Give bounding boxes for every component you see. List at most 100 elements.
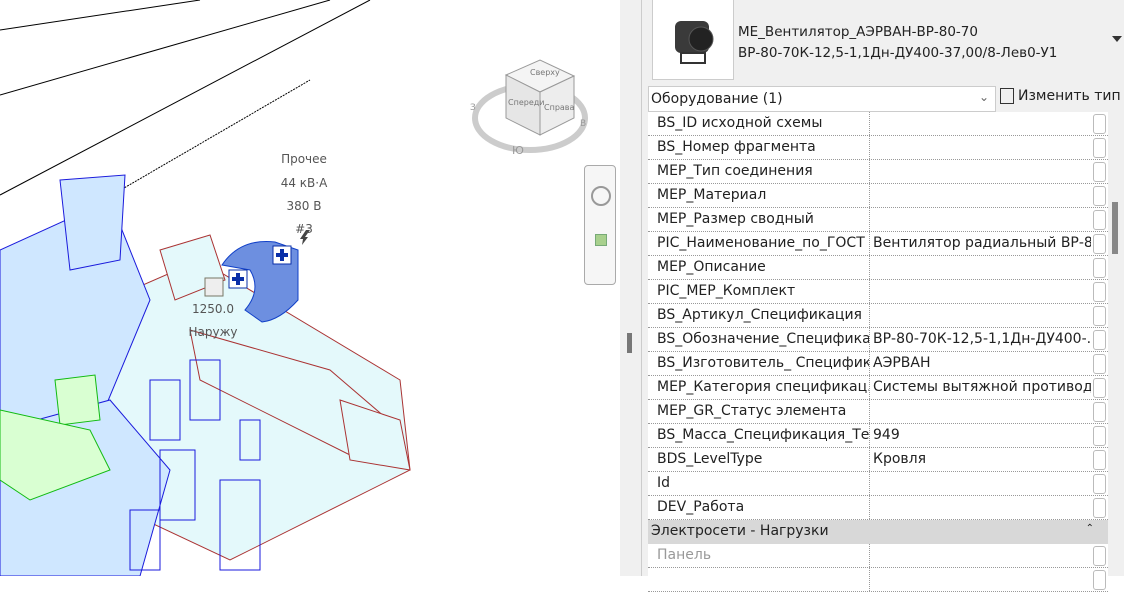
view-cube[interactable]: Сверху Спереди Справа Ю З В: [468, 50, 598, 160]
load-tag-voltage: 380 В: [286, 199, 322, 213]
property-row[interactable]: MEP_Категория спецификац... Системы вытяж…: [648, 376, 1108, 400]
property-value[interactable]: [870, 472, 1091, 495]
property-row[interactable]: Панель: [648, 544, 1108, 568]
property-label: BS_ID исходной схемы: [648, 112, 870, 135]
property-checkbox[interactable]: [1091, 400, 1107, 423]
property-value[interactable]: [870, 280, 1091, 303]
property-checkbox[interactable]: [1091, 136, 1107, 159]
property-checkbox[interactable]: [1091, 208, 1107, 231]
property-label: MEP_Категория спецификац...: [648, 376, 870, 399]
type-preview-image: [652, 0, 734, 80]
property-checkbox[interactable]: [1091, 544, 1107, 567]
load-tag-power: 44 кВ·А: [280, 176, 328, 190]
property-checkbox[interactable]: [1091, 376, 1107, 399]
property-value[interactable]: [870, 256, 1091, 279]
edit-type-icon: [1000, 88, 1014, 104]
type-name: ВР-80-70К-12,5-1,1Дн-ДУ400-37,00/8-Лев0-…: [738, 45, 1058, 61]
navcube-west[interactable]: З: [470, 103, 476, 113]
type-selector[interactable]: ME_Вентилятор_АЭРВАН-ВР-80-70 ВР-80-70К-…: [738, 22, 1057, 64]
navigation-bar: [584, 165, 616, 285]
load-tag-number: #3: [295, 222, 313, 236]
collapse-icon[interactable]: ⌃: [1085, 523, 1094, 534]
property-value[interactable]: [870, 496, 1091, 519]
property-checkbox[interactable]: [1091, 256, 1107, 279]
section-header-electrical-loads[interactable]: Электросети - Нагрузки ⌃: [648, 520, 1108, 544]
property-row[interactable]: MEP_GR_Статус элемента: [648, 400, 1108, 424]
property-row[interactable]: BS_ID исходной схемы: [648, 112, 1108, 136]
property-checkbox[interactable]: [1091, 112, 1107, 135]
property-label: MEP_Материал: [648, 184, 870, 207]
property-value[interactable]: АЭРВАН: [873, 355, 931, 371]
property-label: DEV_Работа: [648, 496, 870, 519]
edit-type-label: Изменить тип: [1018, 88, 1121, 104]
type-dropdown-arrow-icon[interactable]: [1112, 36, 1122, 42]
flow-direction-label: Наружу: [188, 325, 238, 339]
property-value[interactable]: [870, 568, 1091, 591]
property-row[interactable]: BS_Изготовитель_ Специфик... АЭРВАН: [648, 352, 1108, 376]
property-row[interactable]: [648, 568, 1108, 592]
property-row[interactable]: MEP_Материал: [648, 184, 1108, 208]
property-row[interactable]: PIC_Наименование_по_ГОСТ Вентилятор радиа…: [648, 232, 1108, 256]
navcube-south[interactable]: Ю: [512, 144, 524, 157]
property-checkbox[interactable]: [1091, 304, 1107, 327]
property-row[interactable]: BS_Артикул_Спецификация: [648, 304, 1108, 328]
property-value[interactable]: 949: [873, 427, 900, 443]
property-checkbox[interactable]: [1091, 280, 1107, 303]
navcube-front[interactable]: Спереди: [508, 98, 544, 107]
property-label: PIC_MEP_Комплект: [648, 280, 870, 303]
resize-grip[interactable]: [627, 333, 632, 353]
property-checkbox[interactable]: [1091, 448, 1107, 471]
property-checkbox[interactable]: [1091, 496, 1107, 519]
lightning-icon: [300, 230, 310, 245]
edit-type-button[interactable]: Изменить тип: [1000, 88, 1121, 104]
property-value[interactable]: [870, 112, 1091, 135]
property-label: [648, 568, 870, 591]
properties-scrollbar[interactable]: [1108, 112, 1124, 576]
property-row[interactable]: DEV_Работа: [648, 496, 1108, 520]
chevron-down-icon: ⌄: [978, 90, 989, 104]
category-filter-dropdown[interactable]: Оборудование (1) ⌄: [648, 86, 996, 112]
property-label: BS_Масса_Спецификация_Те...: [648, 424, 870, 447]
property-row[interactable]: MEP_Описание: [648, 256, 1108, 280]
property-value[interactable]: [870, 304, 1091, 327]
property-value[interactable]: [870, 400, 1091, 423]
navcube-top[interactable]: Сверху: [530, 68, 560, 77]
property-value[interactable]: [870, 544, 1091, 567]
navcube-right[interactable]: Справа: [544, 103, 575, 112]
property-checkbox[interactable]: [1091, 232, 1107, 255]
property-row[interactable]: Id: [648, 472, 1108, 496]
zoom-region-icon[interactable]: [595, 234, 607, 246]
property-value[interactable]: Системы вытяжной противод...: [873, 379, 1091, 395]
property-checkbox[interactable]: [1091, 184, 1107, 207]
property-value[interactable]: [870, 208, 1091, 231]
navcube-east[interactable]: В: [580, 119, 586, 129]
property-label: MEP_Размер сводный: [648, 208, 870, 231]
property-checkbox[interactable]: [1091, 160, 1107, 183]
property-row[interactable]: BS_Масса_Спецификация_Те... 949: [648, 424, 1108, 448]
property-checkbox[interactable]: [1091, 472, 1107, 495]
property-checkbox[interactable]: [1091, 352, 1107, 375]
property-row[interactable]: MEP_Размер сводный: [648, 208, 1108, 232]
property-row[interactable]: BDS_LevelType Кровля: [648, 448, 1108, 472]
property-row[interactable]: MEP_Тип соединения: [648, 160, 1108, 184]
panel-divider[interactable]: [620, 0, 642, 576]
property-value[interactable]: [870, 160, 1091, 183]
property-row[interactable]: PIC_MEP_Комплект: [648, 280, 1108, 304]
property-label: BDS_LevelType: [648, 448, 870, 471]
property-row[interactable]: BS_Номер фрагмента: [648, 136, 1108, 160]
3d-viewport[interactable]: Прочее 44 кВ·А 380 В #3 1250.0 Наружу Св…: [0, 0, 620, 576]
property-value[interactable]: Вентилятор радиальный ВР-8...: [873, 235, 1091, 251]
property-label: BS_Номер фрагмента: [648, 136, 870, 159]
property-value[interactable]: [870, 184, 1091, 207]
property-checkbox[interactable]: [1091, 568, 1107, 591]
property-value[interactable]: [870, 136, 1091, 159]
property-value[interactable]: ВР-80-70К-12,5-1,1Дн-ДУ400-...: [873, 331, 1091, 347]
property-row[interactable]: BS_Обозначение_Специфика... ВР-80-70К-12,…: [648, 328, 1108, 352]
property-label: BS_Обозначение_Специфика...: [648, 328, 870, 351]
property-value[interactable]: Кровля: [873, 451, 927, 467]
load-tag-category: Прочее: [281, 152, 327, 166]
property-checkbox[interactable]: [1091, 424, 1107, 447]
property-checkbox[interactable]: [1091, 328, 1107, 351]
scrollbar-thumb[interactable]: [1112, 202, 1118, 254]
steering-wheel-icon[interactable]: [591, 186, 611, 206]
